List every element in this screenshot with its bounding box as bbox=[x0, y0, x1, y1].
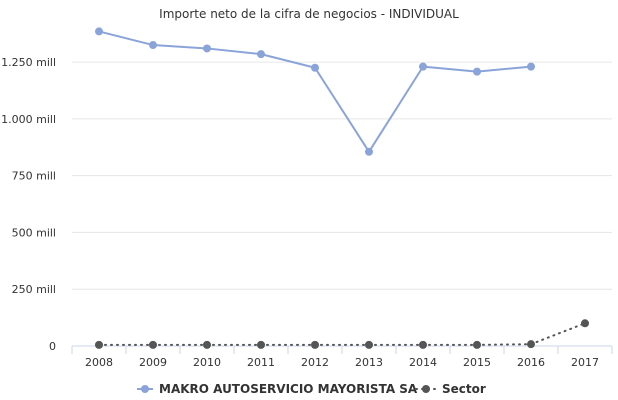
legend-item-makro[interactable]: MAKRO AUTOSERVICIO MAYORISTA SA bbox=[137, 382, 418, 396]
y-tick-label: 0 bbox=[49, 340, 56, 353]
data-point[interactable] bbox=[527, 340, 535, 349]
series-group bbox=[95, 27, 589, 349]
y-tick-label: 1.250 mill bbox=[1, 56, 56, 69]
chart-title: Importe neto de la cifra de negocios - I… bbox=[159, 7, 459, 21]
data-point[interactable] bbox=[311, 63, 319, 72]
data-point[interactable] bbox=[473, 67, 481, 76]
gridlines bbox=[72, 61, 612, 290]
data-point[interactable] bbox=[203, 340, 211, 349]
data-point[interactable] bbox=[365, 147, 373, 156]
y-axis-labels: 0 250 mill 500 mill 750 mill 1.000 mill 1.250… bbox=[1, 56, 56, 353]
series-line-makro[interactable] bbox=[98, 30, 532, 153]
data-point[interactable] bbox=[365, 340, 373, 349]
x-tick-label: 2008 bbox=[85, 356, 113, 369]
x-axis bbox=[71, 345, 613, 354]
legend-label: MAKRO AUTOSERVICIO MAYORISTA SA bbox=[159, 382, 418, 396]
x-tick-label: 2015 bbox=[463, 356, 491, 369]
data-point[interactable] bbox=[95, 27, 103, 36]
data-point[interactable] bbox=[311, 340, 319, 349]
legend-item-sector[interactable]: Sector bbox=[415, 382, 486, 396]
y-tick-label: 500 mill bbox=[12, 226, 56, 239]
data-point[interactable] bbox=[527, 62, 535, 71]
data-point[interactable] bbox=[473, 340, 481, 349]
data-point[interactable] bbox=[95, 340, 103, 349]
x-tick-label: 2014 bbox=[409, 356, 437, 369]
y-tick-label: 250 mill bbox=[12, 283, 56, 296]
data-point[interactable] bbox=[419, 62, 427, 71]
x-tick-label: 2012 bbox=[301, 356, 329, 369]
data-point[interactable] bbox=[149, 340, 157, 349]
series-line-sector[interactable] bbox=[98, 322, 586, 346]
x-tick-label: 2009 bbox=[139, 356, 167, 369]
data-point[interactable] bbox=[257, 50, 265, 59]
x-tick-label: 2013 bbox=[355, 356, 383, 369]
x-tick-label: 2010 bbox=[193, 356, 221, 369]
y-tick-label: 1.000 mill bbox=[1, 113, 56, 126]
x-axis-labels: 2008 2009 2010 2011 2012 2013 2014 2015 2016 2017 bbox=[85, 356, 599, 369]
data-point[interactable] bbox=[581, 319, 589, 328]
data-point[interactable] bbox=[419, 340, 427, 349]
x-tick-label: 2017 bbox=[571, 356, 599, 369]
x-tick-label: 2011 bbox=[247, 356, 275, 369]
legend-label: Sector bbox=[442, 382, 486, 396]
data-point[interactable] bbox=[257, 340, 265, 349]
data-point[interactable] bbox=[149, 41, 157, 50]
legend-marker bbox=[422, 385, 430, 393]
legend[interactable]: MAKRO AUTOSERVICIO MAYORISTA SA Sector bbox=[137, 382, 486, 396]
data-point[interactable] bbox=[203, 44, 211, 53]
x-tick-label: 2016 bbox=[517, 356, 545, 369]
y-tick-label: 750 mill bbox=[12, 170, 56, 183]
legend-marker bbox=[141, 385, 149, 393]
